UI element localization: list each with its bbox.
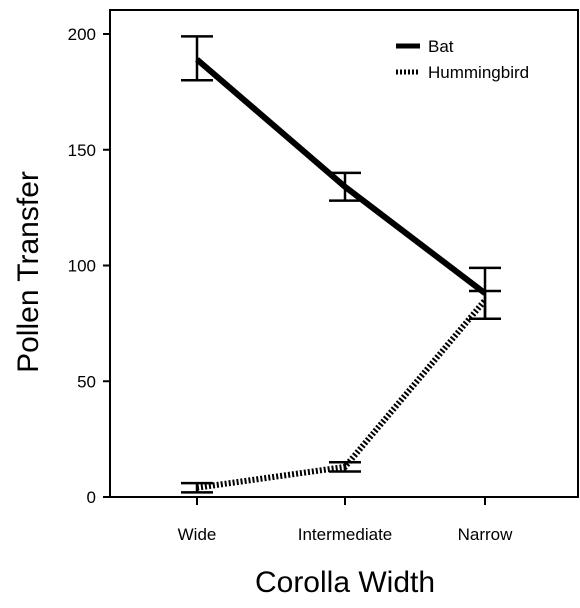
y-axis-title: Pollen Transfer	[12, 171, 45, 373]
x-tick-label: Narrow	[458, 525, 514, 544]
series-line	[196, 298, 488, 491]
series-layer	[181, 35, 501, 494]
y-tick-label: 0	[87, 488, 96, 507]
legend-label: Bat	[428, 37, 454, 56]
y-tick-label: 100	[68, 257, 96, 276]
series-hummingbird	[181, 289, 501, 494]
plot-frame	[109, 9, 579, 498]
axes: 0 50 100 150 200 Wide Intermediate Narrow	[68, 9, 579, 544]
legend-label: Hummingbird	[428, 63, 529, 82]
y-tick-label: 50	[77, 372, 96, 391]
series-bat	[181, 35, 501, 320]
y-tick-label: 200	[68, 25, 96, 44]
series-line	[195, 57, 487, 296]
y-tick-label: 150	[68, 141, 96, 160]
legend: Bat Hummingbird	[396, 37, 529, 82]
x-tick-label: Intermediate	[298, 525, 393, 544]
x-axis-title: Corolla Width	[255, 566, 435, 599]
x-tick-label: Wide	[178, 525, 217, 544]
